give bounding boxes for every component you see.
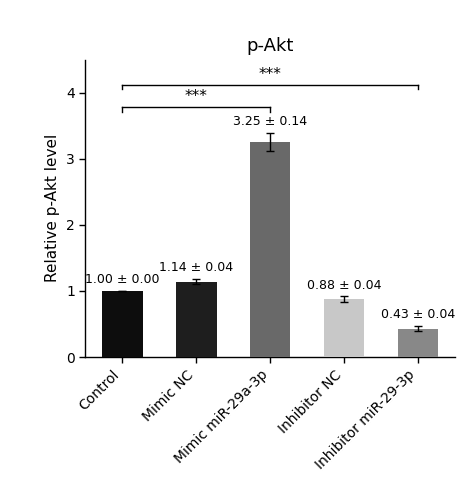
- Text: ***: ***: [185, 89, 208, 105]
- Bar: [398, 329, 438, 357]
- Bar: [102, 291, 143, 357]
- Text: 3.25 ± 0.14: 3.25 ± 0.14: [233, 115, 307, 128]
- Bar: [176, 282, 217, 357]
- Y-axis label: Relative p-Akt level: Relative p-Akt level: [46, 134, 61, 282]
- Text: ***: ***: [259, 67, 282, 82]
- Text: 1.14 ± 0.04: 1.14 ± 0.04: [159, 261, 233, 274]
- Bar: [324, 299, 365, 357]
- Text: 1.00 ± 0.00: 1.00 ± 0.00: [85, 273, 160, 286]
- Title: p-Akt: p-Akt: [246, 37, 294, 55]
- Bar: [250, 142, 291, 357]
- Text: 0.43 ± 0.04: 0.43 ± 0.04: [381, 309, 455, 321]
- Text: 0.88 ± 0.04: 0.88 ± 0.04: [307, 279, 381, 292]
